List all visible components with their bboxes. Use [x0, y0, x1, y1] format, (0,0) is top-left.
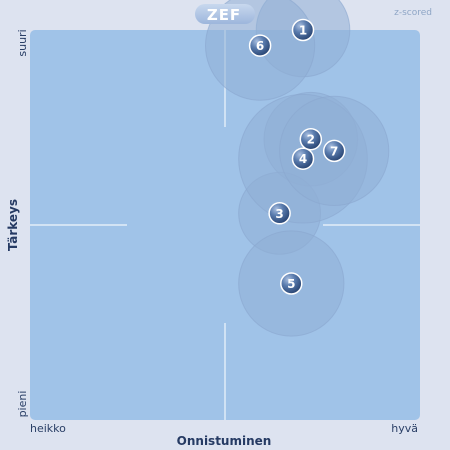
point-marker[interactable] [268, 202, 291, 225]
point-marker[interactable] [291, 147, 315, 170]
x-low-label: heikko [30, 422, 66, 435]
data-point-6[interactable]: 6 [248, 34, 272, 57]
data-point-7[interactable]: 7 [322, 139, 346, 163]
point-label: 7 [330, 144, 338, 158]
data-point-1[interactable]: 1 [291, 18, 315, 42]
mode-label: z-scored [394, 8, 432, 18]
x-high-label: hyvä [391, 422, 418, 435]
point-label: 6 [256, 39, 264, 53]
point-label: 3 [275, 207, 283, 221]
zef-logo: ZEF [195, 4, 255, 24]
data-point-3[interactable]: 3 [268, 202, 291, 225]
y-low-label: pieni [16, 391, 29, 418]
point-marker[interactable] [248, 34, 272, 57]
data-points: 1 2 3 4 5 6 7 [248, 18, 346, 295]
data-point-5[interactable]: 5 [280, 272, 303, 295]
point-marker[interactable] [299, 127, 323, 151]
point-label: 1 [299, 24, 307, 38]
point-label: 2 [307, 133, 315, 147]
y-axis-title: Tärkeys [6, 199, 20, 251]
logo-text: ZEF [207, 6, 241, 24]
y-high-label: suuri [16, 29, 29, 56]
point-marker[interactable] [291, 18, 315, 42]
x-axis-title: Onnistuminen [177, 434, 272, 448]
point-marker[interactable] [322, 139, 346, 163]
point-label: 4 [299, 152, 307, 166]
point-marker[interactable] [280, 272, 303, 295]
point-label: 5 [287, 277, 295, 291]
data-point-4[interactable]: 4 [291, 147, 315, 170]
data-point-2[interactable]: 2 [299, 127, 323, 151]
